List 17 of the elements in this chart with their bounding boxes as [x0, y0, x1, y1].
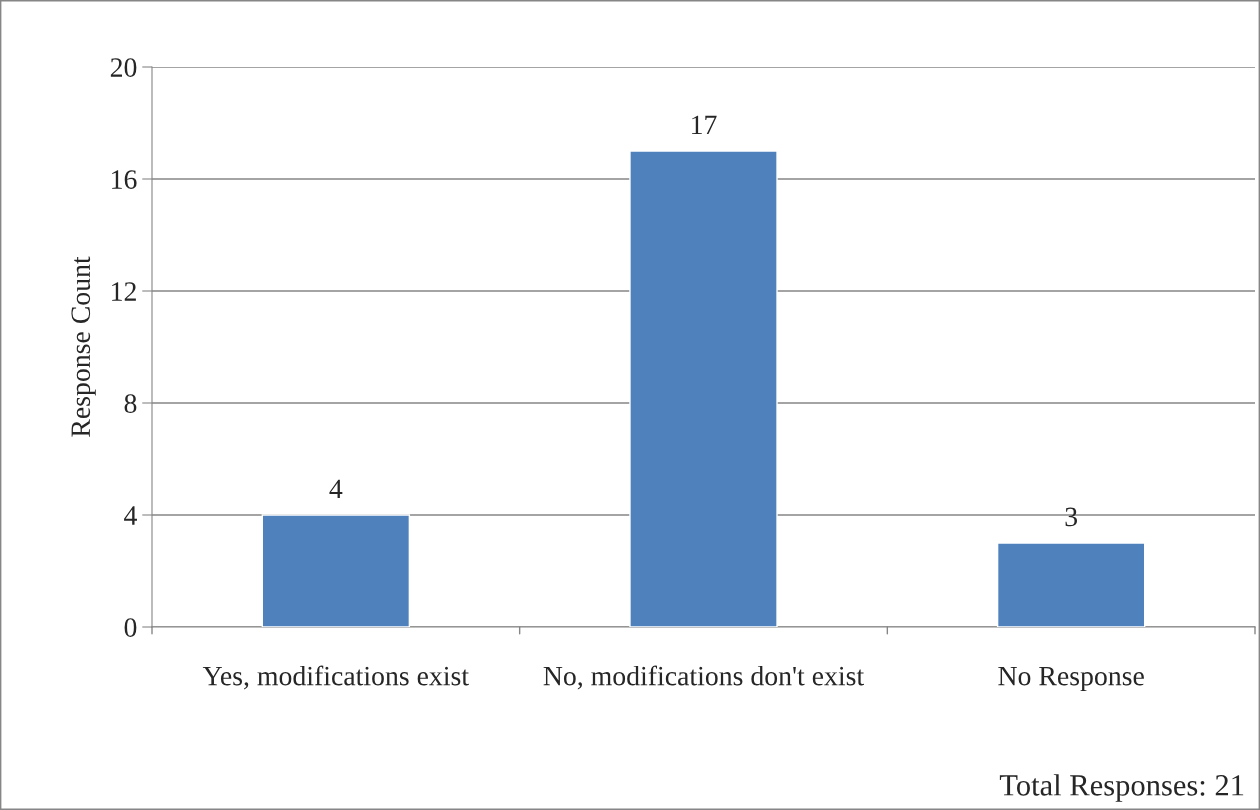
x-tick-label: Yes, modifications exist: [202, 665, 469, 690]
text: Total Responses: 21: [999, 774, 1244, 802]
data-label: 3: [1065, 507, 1078, 527]
bar: [629, 150, 778, 627]
data-label: 4: [329, 479, 343, 498]
x-tick-label: No Response: [998, 666, 1144, 692]
bar: [261, 514, 411, 627]
bar: [996, 542, 1146, 627]
x-tick-label: No, modifications don't exist: [543, 665, 864, 690]
y-tick-label: 4: [124, 506, 137, 525]
y-axis-title: Response Count: [71, 256, 96, 437]
data-label: 17: [692, 115, 717, 134]
y-tick-label: 16: [112, 170, 137, 189]
y-tick-label: 12: [112, 282, 136, 301]
y-tick-label: 8: [124, 394, 137, 413]
y-tick-label: 20: [110, 58, 137, 77]
y-tick-label: 0: [124, 618, 137, 637]
